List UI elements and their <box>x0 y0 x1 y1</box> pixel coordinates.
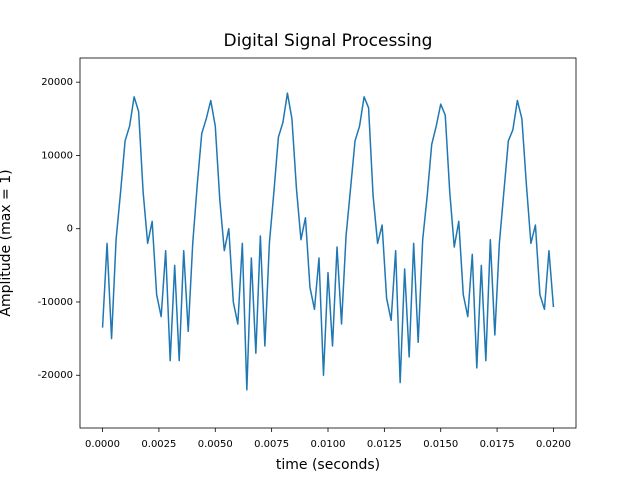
x-tick-label: 0.0175 <box>480 439 515 450</box>
x-tick-label: 0.0100 <box>311 439 346 450</box>
axes-frame <box>79 57 577 429</box>
y-tick-label: -10000 <box>38 297 73 308</box>
y-tick-label: 0 <box>67 224 73 235</box>
x-tick-label: 0.0150 <box>423 439 458 450</box>
x-tick-label: 0.0125 <box>367 439 402 450</box>
x-tick-label: 0.0050 <box>198 439 233 450</box>
y-axis-label: Amplitude (max = 1) <box>0 169 14 316</box>
x-tick-label: 0.0200 <box>536 439 571 450</box>
signal-line <box>101 92 555 391</box>
y-tick-label: 10000 <box>41 150 73 161</box>
y-tick-label: -20000 <box>38 370 73 381</box>
x-tick-label: 0.0025 <box>141 439 176 450</box>
x-tick-label: 0.0075 <box>254 439 289 450</box>
x-axis-label: time (seconds) <box>276 457 380 473</box>
y-tick-label: 20000 <box>41 77 73 88</box>
x-tick-label: 0.0000 <box>85 439 120 450</box>
plot-area <box>101 92 555 391</box>
chart-title: Digital Signal Processing <box>224 31 433 51</box>
